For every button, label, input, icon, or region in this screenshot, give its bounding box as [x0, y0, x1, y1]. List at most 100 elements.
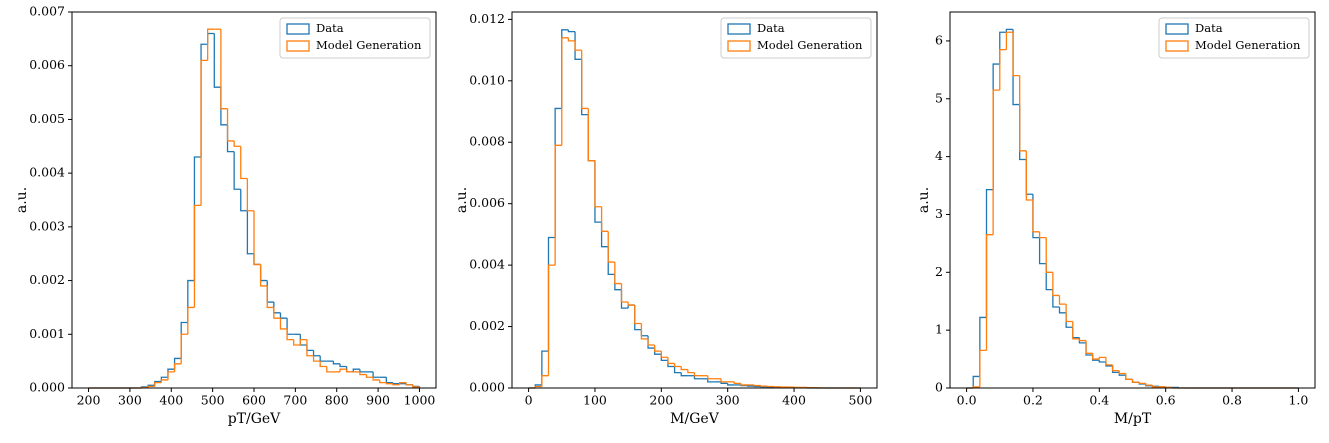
x-tick-label: 0: [525, 393, 533, 408]
x-axis-label: M/pT: [1114, 411, 1152, 427]
hist-step: [365, 374, 374, 378]
hist-step: [561, 37, 569, 146]
hist-step: [541, 375, 549, 387]
hist-step: [554, 107, 562, 238]
y-tick-label: 0.010: [469, 72, 505, 87]
hist-step: [634, 305, 642, 331]
x-tick-label: 0.4: [1089, 393, 1109, 408]
hist-step: [1085, 340, 1093, 354]
hist-step: [1038, 237, 1047, 265]
x-tick-label: 300: [118, 393, 142, 408]
hist-step: [253, 253, 261, 266]
hist-step: [567, 29, 576, 33]
hist-step: [1131, 379, 1140, 383]
hist-step: [680, 372, 688, 377]
hist-step: [1012, 29, 1020, 106]
x-tick-label: 300: [716, 393, 740, 408]
y-tick-label: 0.007: [29, 4, 65, 19]
hist-step: [372, 371, 380, 378]
hist-step: [220, 87, 228, 126]
hist-step: [547, 236, 556, 352]
legend-text: Model Generation: [316, 38, 422, 52]
x-tick-label: 0.6: [1156, 393, 1176, 408]
hist-step: [1125, 373, 1133, 380]
y-tick-label: 1: [935, 322, 943, 337]
legend-swatch: [286, 40, 310, 52]
y-tick-label: 6: [935, 32, 943, 47]
y-axis-label: a.u.: [916, 187, 932, 213]
x-tick-label: 1.0: [1288, 393, 1308, 408]
hist-step: [1065, 304, 1073, 323]
x-tick-label: 700: [283, 393, 307, 408]
legend-box: [1158, 17, 1310, 59]
hist-step: [1111, 364, 1120, 372]
hist-step: [620, 283, 629, 303]
hist-step: [707, 375, 715, 380]
hist-step: [240, 189, 248, 212]
x-tick-label: 0.8: [1222, 393, 1242, 408]
x-tick-label: 1000: [404, 393, 436, 408]
hist-step: [187, 306, 195, 335]
y-tick-label: 0.002: [469, 318, 505, 333]
y-tick-label: 4: [935, 148, 943, 163]
hist-step: [979, 349, 987, 387]
legend-text: Model Generation: [1195, 38, 1301, 52]
x-tick-label: 800: [325, 393, 349, 408]
hist-step: [660, 351, 668, 358]
legend-box: [720, 17, 872, 59]
x-tick-label: 400: [159, 393, 183, 408]
x-tick-label: 200: [77, 393, 101, 408]
hist-step: [667, 357, 675, 365]
legend-text: Data: [316, 21, 344, 35]
hist-step: [673, 363, 682, 368]
hist-step: [253, 210, 261, 266]
y-tick-label: 0.003: [29, 218, 65, 233]
hist-step: [200, 59, 208, 206]
hist-step: [1052, 289, 1060, 308]
hist-step: [213, 33, 221, 88]
y-tick-label: 0.001: [29, 326, 65, 341]
hist-step: [226, 108, 235, 142]
axes-frame: [71, 11, 437, 389]
hist-step: [1078, 338, 1087, 342]
hist-step: [999, 48, 1007, 91]
hist-step: [554, 144, 562, 266]
hist-step: [167, 368, 175, 378]
hist-step: [273, 302, 281, 314]
hist-step: [600, 222, 609, 248]
x-tick-label: 200: [649, 393, 673, 408]
hist-step: [581, 59, 589, 116]
x-tick-label: 0.0: [957, 393, 977, 408]
hist-step: [1025, 159, 1033, 195]
hist-step: [339, 363, 347, 368]
x-axis-label: pT/GeV: [228, 411, 281, 427]
hist-step: [398, 381, 407, 385]
y-tick-label: 0.006: [29, 57, 65, 72]
chart-panel: 200 300 400 500 600 700 800 900 1000 0.000 0.001 0.…: [14, 4, 437, 427]
hist-step: [326, 366, 334, 373]
hist-step: [640, 323, 649, 340]
hist-step: [259, 264, 268, 287]
hist-step: [359, 369, 367, 373]
hist-step: [1058, 295, 1067, 305]
hist-step: [1032, 200, 1040, 233]
hist-step: [985, 188, 994, 318]
hist-step: [167, 371, 175, 380]
hist-step: [547, 264, 556, 376]
chart-panel: 0.0 0.2 0.4 0.6 0.8 1.0 0 1 2 3 4 5 6 M/pT a.u. Data Mod…: [916, 11, 1316, 427]
hist-step: [1045, 263, 1053, 291]
hist-step: [220, 29, 228, 110]
hist-step: [620, 289, 629, 309]
hist-step: [985, 234, 994, 351]
hist-step: [979, 316, 987, 377]
hist-step: [286, 328, 294, 341]
hist-step: [1151, 385, 1160, 387]
axes-frame: [949, 11, 1316, 389]
hist-step: [654, 344, 662, 352]
hist-step: [740, 383, 748, 386]
hist-step: [733, 381, 741, 385]
hist-step: [306, 345, 314, 352]
hist-step: [1151, 385, 1160, 388]
